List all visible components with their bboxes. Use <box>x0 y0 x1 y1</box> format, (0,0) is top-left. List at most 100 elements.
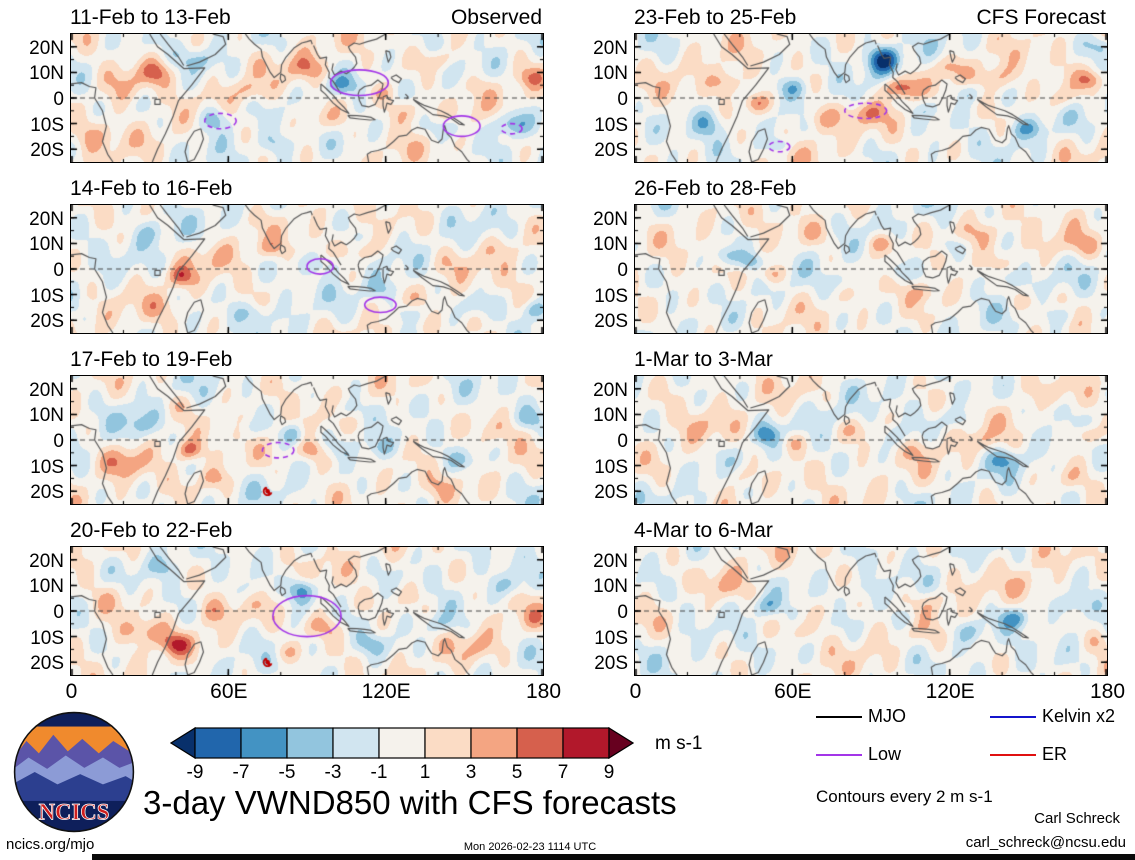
colorbar-svg <box>169 726 635 760</box>
y-tick-label: 10N <box>593 576 628 598</box>
vwnd-map-canvas <box>70 204 544 334</box>
panel-date-range: 11-Feb to 13-Feb <box>70 6 231 29</box>
x-tick-label: 120E <box>361 680 411 703</box>
map-panel: 26-Feb to 28-Feb 20N 10N 0 10S 20S <box>593 177 1108 334</box>
colorbar <box>169 726 635 764</box>
y-tick-label: 10S <box>30 114 64 136</box>
x-tick-label: 120E <box>925 680 975 703</box>
y-tick-label: 10S <box>594 456 628 478</box>
colorbar-tick-label: -7 <box>232 762 250 783</box>
contour-legend: MJO Kelvin x2 Low ER <box>816 706 1135 765</box>
panel-body: 20N 10N 0 10S 20S <box>593 33 1108 163</box>
map-panel: 17-Feb to 19-Feb 20N 10N 0 10S 20S <box>29 348 544 505</box>
panel-grid: 11-Feb to 13-Feb Observed 20N 10N 0 10S 20S … <box>29 6 1125 703</box>
x-tick-label: 0 <box>65 680 78 703</box>
vwnd-map-canvas <box>70 546 544 676</box>
panel-body: 20N 10N 0 10S 20S <box>29 33 544 163</box>
panel-header: 26-Feb to 28-Feb <box>634 177 1106 201</box>
y-tick-label: 10S <box>30 285 64 307</box>
panel-header: 4-Mar to 6-Mar <box>634 519 1106 543</box>
panel-body: 20N 10N 0 10S 20S 0 60E 120E 180 <box>29 546 561 703</box>
legend-label: Kelvin x2 <box>1042 706 1116 726</box>
panel-header: 17-Feb to 19-Feb <box>70 348 542 372</box>
generation-timestamp: Mon 2026-02-23 1114 UTC <box>463 841 597 853</box>
y-tick-label: 10S <box>594 285 628 307</box>
panel-corner-label: Observed <box>450 6 542 29</box>
site-url: ncics.org/mjo <box>6 836 95 853</box>
legend-line-low <box>816 753 862 756</box>
legend-line-er <box>990 753 1036 756</box>
y-tick-label: 20N <box>593 208 628 230</box>
y-tick-label: 20S <box>30 311 64 333</box>
y-tick-label: 10N <box>593 63 628 85</box>
y-tick-label: 0 <box>617 89 628 110</box>
y-tick-label: 0 <box>617 431 628 452</box>
panel-body: 20N 10N 0 10S 20S <box>593 375 1108 505</box>
y-tick-label: 20N <box>29 550 64 572</box>
vwnd-map-canvas <box>634 546 1108 676</box>
y-tick-label: 20S <box>30 653 64 675</box>
contours-note: Contours every 2 m s-1 <box>816 787 993 806</box>
colorbar-tick-label: 9 <box>603 762 615 783</box>
panel-header: 14-Feb to 16-Feb <box>70 177 542 201</box>
ncics-logo: NCICS <box>13 711 135 833</box>
panel-date-range: 14-Feb to 16-Feb <box>70 177 233 200</box>
credit-name: Carl Schreck <box>1034 810 1120 827</box>
y-tick-label: 20N <box>29 379 64 401</box>
panel-body: 20N 10N 0 10S 20S <box>593 204 1108 334</box>
colorbar-tick-label: -9 <box>186 762 204 783</box>
x-tick-label: 0 <box>629 680 642 703</box>
y-tick-label: 0 <box>53 602 64 623</box>
y-tick-label: 20S <box>30 482 64 504</box>
panel-corner-label: CFS Forecast <box>976 6 1106 29</box>
vwnd-map-canvas <box>634 375 1108 505</box>
y-tick-label: 20S <box>30 140 64 162</box>
y-tick-label: 10N <box>593 234 628 256</box>
y-tick-label: 20N <box>593 37 628 59</box>
y-tick-label: 20S <box>594 653 628 675</box>
colorbar-units-label: m s-1 <box>655 733 703 754</box>
y-tick-label: 10N <box>29 405 64 427</box>
panel-header: 1-Mar to 3-Mar <box>634 348 1106 372</box>
vwnd-map-canvas <box>634 204 1108 334</box>
x-tick-label: 180 <box>525 680 562 703</box>
panel-date-range: 23-Feb to 25-Feb <box>634 6 797 29</box>
y-tick-label: 20N <box>593 379 628 401</box>
credit-email: carl_schreck@ncsu.edu <box>965 834 1126 851</box>
legend-line-mjo <box>816 715 862 718</box>
legend-line-kelvin-x2 <box>990 715 1036 718</box>
x-tick-label: 180 <box>1089 680 1126 703</box>
y-tick-label: 0 <box>53 431 64 452</box>
y-tick-label: 20S <box>594 311 628 333</box>
panel-date-range: 17-Feb to 19-Feb <box>70 348 233 371</box>
y-tick-label: 20N <box>593 550 628 572</box>
panel-body: 20N 10N 0 10S 20S <box>29 375 544 505</box>
y-tick-label: 10N <box>29 63 64 85</box>
y-tick-label: 20N <box>29 37 64 59</box>
panel-date-range: 1-Mar to 3-Mar <box>634 348 773 371</box>
colorbar-tick-label: 7 <box>557 762 569 783</box>
y-tick-label: 10S <box>594 627 628 649</box>
legend-label: MJO <box>868 706 906 726</box>
colorbar-tick-label: 1 <box>419 762 431 783</box>
map-panel: 4-Mar to 6-Mar 20N 10N 0 10S 20S 0 60E 120E 180 <box>593 519 1125 703</box>
legend-label: ER <box>1042 744 1068 764</box>
panel-header: 11-Feb to 13-Feb Observed <box>70 6 542 30</box>
panel-header: 23-Feb to 25-Feb CFS Forecast <box>634 6 1106 30</box>
y-tick-label: 10N <box>593 405 628 427</box>
map-panel: 1-Mar to 3-Mar 20N 10N 0 10S 20S <box>593 348 1108 505</box>
colorbar-tick-label: -1 <box>370 762 388 783</box>
y-tick-label: 10S <box>594 114 628 136</box>
figure-title: 3-day VWND850 with CFS forecasts <box>143 784 677 821</box>
x-tick-label: 60E <box>210 680 248 703</box>
map-panel: 23-Feb to 25-Feb CFS Forecast 20N 10N 0 10S… <box>593 6 1108 163</box>
legend-label: Low <box>868 744 902 764</box>
y-tick-label: 0 <box>53 89 64 110</box>
y-tick-label: 0 <box>53 260 64 281</box>
y-tick-label: 10N <box>29 576 64 598</box>
vwnd-map-canvas <box>70 375 544 505</box>
panel-date-range: 20-Feb to 22-Feb <box>70 519 233 542</box>
y-tick-label: 0 <box>617 260 628 281</box>
panel-body: 20N 10N 0 10S 20S 0 60E 120E 180 <box>593 546 1125 703</box>
